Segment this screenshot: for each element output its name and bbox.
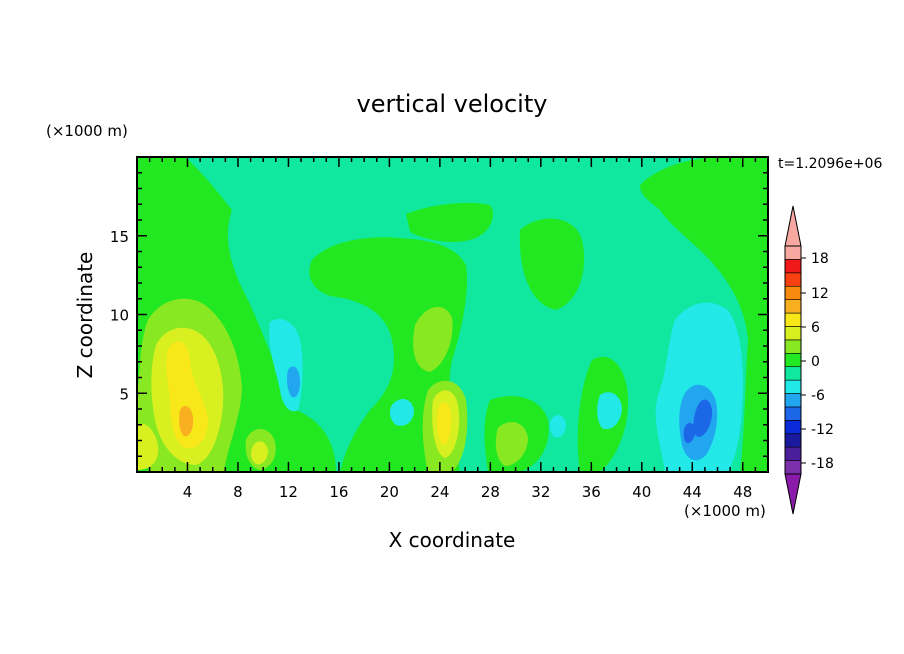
colorbar-tick-label: 6 xyxy=(811,320,820,336)
colorbar-bin xyxy=(784,379,802,394)
contour-region-yellowgreen xyxy=(251,441,268,465)
y-axis-title: Z coordinate xyxy=(73,252,97,379)
colorbar-bin xyxy=(784,393,802,408)
colorbar-bin xyxy=(784,433,802,448)
chart-title: vertical velocity xyxy=(357,90,548,118)
colorbar-tick-label: -12 xyxy=(811,422,834,438)
colorbar-bin xyxy=(784,259,802,274)
z-tick-label: 5 xyxy=(119,385,129,403)
colorbar-over-arrow xyxy=(784,205,802,247)
contour-region-green xyxy=(406,202,494,243)
contour-region-lightgreen xyxy=(413,306,453,372)
x-unit-label: (×1000 m) xyxy=(684,502,766,520)
colorbar-tick-label: 18 xyxy=(811,251,829,267)
colorbar-bin xyxy=(784,420,802,435)
colorbar-under-arrow xyxy=(784,473,802,515)
z-tick-label: 10 xyxy=(110,307,129,325)
x-tick-label: 24 xyxy=(430,483,449,501)
time-label: t=1.2096e+06 xyxy=(778,156,882,172)
contour-region-green xyxy=(519,218,585,310)
x-tick-label: 8 xyxy=(233,483,243,501)
contour-region-cyan xyxy=(549,415,566,438)
x-tick-label: 20 xyxy=(380,483,399,501)
colorbar-frame xyxy=(784,245,802,475)
contour-region-cyan xyxy=(597,392,622,430)
x-tick-label: 36 xyxy=(582,483,601,501)
colorbar: 18 12 6 0 -6 -12 -18 xyxy=(784,205,834,515)
colorbar-bin xyxy=(784,285,802,300)
contour-region-darkblue xyxy=(693,399,713,437)
colorbar-tick-label: 0 xyxy=(811,354,820,370)
colorbar-tick-label: -6 xyxy=(811,388,825,404)
contour-region-lightgreen xyxy=(495,422,528,466)
x-axis: 4 8 12 16 20 24 28 32 36 40 44 48 xyxy=(148,157,757,501)
colorbar-bin xyxy=(784,406,802,421)
colorbar-bin xyxy=(784,366,802,381)
colorbar-bin xyxy=(784,326,802,341)
contour-region-green xyxy=(640,157,768,472)
z-axis: 5 10 15 xyxy=(110,172,768,457)
contour-region-yellowgreen xyxy=(137,423,159,470)
z-unit-label: (×1000 m) xyxy=(46,122,128,140)
contour-region-orange xyxy=(179,405,194,437)
x-tick-label: 32 xyxy=(531,483,550,501)
contour-region-cyan xyxy=(389,398,414,426)
contour-region-yellow xyxy=(437,402,452,445)
x-axis-title: X coordinate xyxy=(389,528,516,552)
x-tick-label: 44 xyxy=(683,483,702,501)
contour-region-blue xyxy=(287,366,300,398)
colorbar-bin xyxy=(784,245,802,260)
contour-field xyxy=(137,157,768,472)
contour-region-darkblue xyxy=(683,422,696,444)
colorbar-bin xyxy=(784,339,802,354)
x-tick-label: 28 xyxy=(481,483,500,501)
colorbar-bin xyxy=(784,460,802,475)
x-tick-label: 4 xyxy=(183,483,193,501)
colorbar-tick-label: -18 xyxy=(811,456,834,472)
x-tick-label: 16 xyxy=(329,483,348,501)
z-tick-label: 15 xyxy=(110,228,129,246)
colorbar-bin xyxy=(784,446,802,461)
x-tick-label: 40 xyxy=(632,483,651,501)
colorbar-bin xyxy=(784,272,802,287)
colorbar-bin xyxy=(784,352,802,368)
x-tick-label: 12 xyxy=(279,483,298,501)
x-tick-label: 48 xyxy=(733,483,752,501)
colorbar-tick-label: 12 xyxy=(811,286,829,302)
colorbar-bin xyxy=(784,299,802,314)
colorbar-bin xyxy=(784,312,802,327)
contour-region-yellow xyxy=(166,341,208,449)
